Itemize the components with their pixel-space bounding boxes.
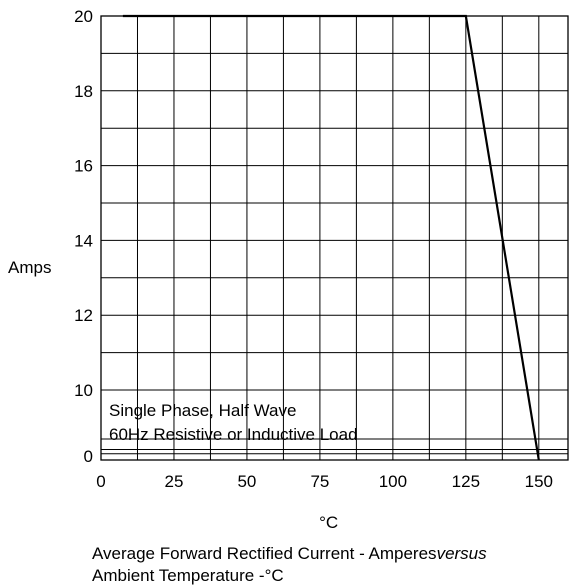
x-tick-label: 25 <box>165 472 184 491</box>
annotation-line-1: Single Phase, Half Wave <box>109 401 296 420</box>
x-tick-label: 0 <box>96 472 105 491</box>
x-tick-label: 150 <box>525 472 553 491</box>
caption-line-2: Ambient Temperature -°C <box>92 566 284 585</box>
caption-versus: versus <box>436 544 487 563</box>
caption-line-1: Average Forward Rectified Current - Ampe… <box>92 543 487 565</box>
y-tick-label: 20 <box>74 7 93 26</box>
y-tick-label: 12 <box>74 306 93 325</box>
plot-frame <box>100 15 569 461</box>
x-tick-label: 50 <box>237 472 256 491</box>
x-tick-label: 100 <box>379 472 407 491</box>
y-tick-label: 10 <box>74 381 93 400</box>
annotation-line-2: 60Hz Resistive or Inductive Load <box>109 425 358 444</box>
x-tick-label: 125 <box>452 472 480 491</box>
tick-labels: 0 10 12 14 16 18 20 0 25 50 75 100 125 150 <box>74 7 553 491</box>
y-tick-label: 18 <box>74 82 93 101</box>
series-line <box>122 14 540 461</box>
y-axis-label: Amps <box>8 258 51 277</box>
series-lines <box>122 14 540 461</box>
y-tick-label: 14 <box>74 231 93 250</box>
y-tick-label: 0 <box>84 447 93 466</box>
y-tick-label: 16 <box>74 157 93 176</box>
caption-text: Average Forward Rectified Current - Ampe… <box>92 544 437 563</box>
x-tick-label: 75 <box>310 472 329 491</box>
x-axis-label: °C <box>319 513 338 532</box>
grid-lines <box>100 15 569 461</box>
